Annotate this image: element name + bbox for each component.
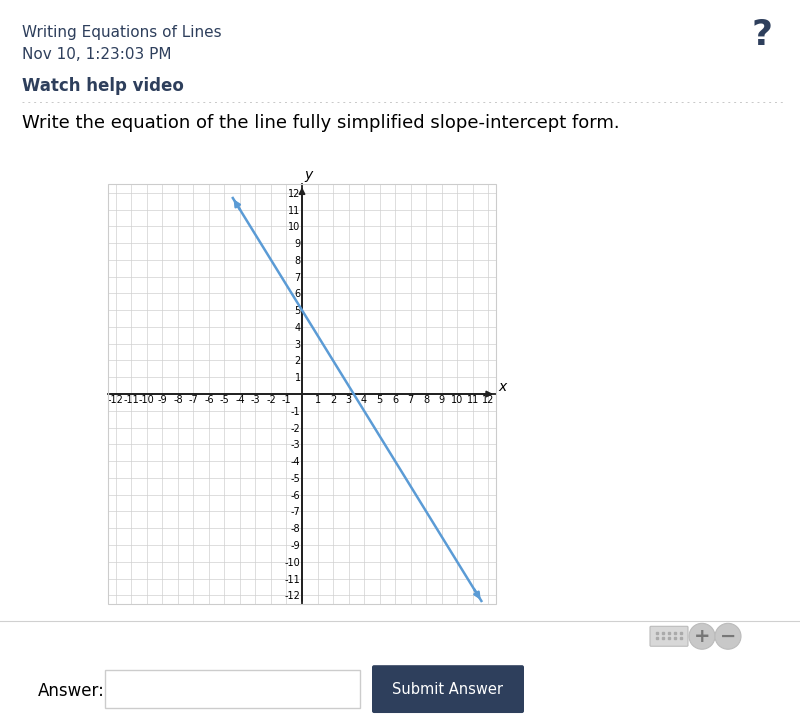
Text: Nov 10, 1:23:03 PM: Nov 10, 1:23:03 PM [22, 47, 171, 62]
Text: ?: ? [751, 18, 772, 52]
Circle shape [715, 623, 741, 649]
Text: +: + [694, 627, 710, 646]
FancyBboxPatch shape [650, 626, 688, 646]
Text: −: − [720, 627, 736, 646]
Text: x: x [498, 380, 506, 394]
Text: Submit Answer: Submit Answer [393, 682, 503, 696]
Circle shape [689, 623, 715, 649]
Text: Write the equation of the line fully simplified slope-intercept form.: Write the equation of the line fully sim… [22, 114, 619, 132]
Text: Answer:: Answer: [38, 682, 105, 700]
Text: y: y [304, 168, 312, 182]
Bar [105, 670, 360, 708]
Text: Writing Equations of Lines: Writing Equations of Lines [22, 25, 222, 40]
Text: Watch help video: Watch help video [22, 77, 183, 95]
FancyBboxPatch shape [372, 665, 524, 713]
